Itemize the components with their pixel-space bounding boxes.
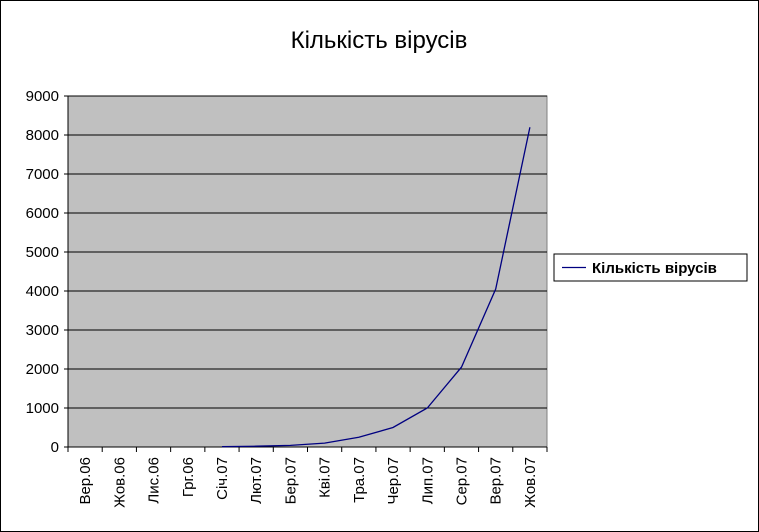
- x-tick-label: Грг.06: [180, 457, 197, 497]
- x-tick-label: Вер.07: [488, 457, 505, 505]
- series-line: [221, 127, 531, 448]
- x-tick-label: Сер.07: [453, 457, 470, 505]
- x-tick-label: Лис.06: [146, 457, 163, 504]
- x-tick-label: Чер.07: [385, 457, 402, 505]
- y-tick-label: 8000: [26, 127, 59, 144]
- x-tick-label: Тра.07: [351, 457, 368, 503]
- x-tick-label: Лип.07: [419, 457, 436, 504]
- x-tick-label: Січ.07: [214, 457, 231, 500]
- chart-title: Кількість вірусів: [291, 27, 468, 54]
- y-tick-label: 2000: [26, 361, 59, 378]
- gridlines: [68, 95, 547, 409]
- x-tick-label: Кві.07: [317, 457, 334, 498]
- x-tick-label: Жов.07: [522, 457, 539, 508]
- y-tick-label: 7000: [26, 166, 59, 183]
- x-tick-label: Вер.06: [77, 457, 94, 505]
- x-tick-label: Лют.07: [248, 457, 265, 504]
- legend: Кількість вірусів: [553, 253, 748, 282]
- y-tick-label: 0: [51, 439, 59, 456]
- y-tick-label: 6000: [26, 205, 59, 222]
- axes: 0 1000 2000 3000 4000 5000 6000 7000 8000 9000 Вер…: [26, 88, 548, 508]
- y-tick-label: 3000: [26, 322, 59, 339]
- x-tick-label: Бер.07: [282, 457, 299, 504]
- legend-box: [553, 253, 748, 282]
- y-tick-label: 4000: [26, 283, 59, 300]
- x-tick-label: Жов.06: [111, 457, 128, 508]
- legend-label: Кількість вірусів: [592, 260, 717, 277]
- y-tick-label: 9000: [26, 88, 59, 105]
- y-tick-label: 5000: [26, 244, 59, 261]
- plot-area: [67, 95, 548, 448]
- series-layer: [221, 127, 531, 448]
- y-tick-label: 1000: [26, 400, 59, 417]
